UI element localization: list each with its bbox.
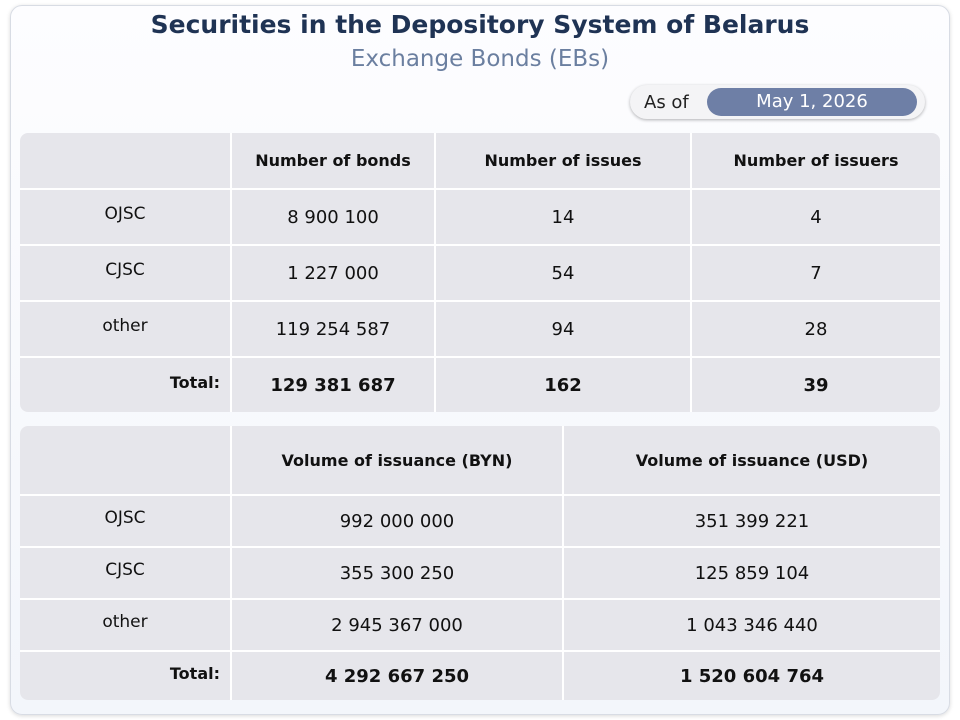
data-cell: 125 859 104 bbox=[564, 548, 940, 598]
corner-cell bbox=[20, 133, 230, 188]
row-label: CJSC bbox=[20, 246, 230, 300]
row-label: OJSC bbox=[20, 496, 230, 546]
data-cell: 355 300 250 bbox=[232, 548, 562, 598]
total-cell: 39 bbox=[692, 358, 940, 412]
total-cell: 4 292 667 250 bbox=[232, 652, 562, 700]
title: Securities in the Depository System of B… bbox=[150, 10, 810, 39]
data-cell: 351 399 221 bbox=[564, 496, 940, 546]
data-cell: 7 bbox=[692, 246, 940, 300]
data-cell: 1 227 000 bbox=[232, 246, 434, 300]
total-cell: 162 bbox=[436, 358, 690, 412]
data-cell: 8 900 100 bbox=[232, 190, 434, 244]
row-label: other bbox=[20, 600, 230, 650]
row-label: other bbox=[20, 302, 230, 356]
data-cell: 28 bbox=[692, 302, 940, 356]
data-cell: 94 bbox=[436, 302, 690, 356]
total-label: Total: bbox=[20, 652, 230, 700]
total-label: Total: bbox=[20, 358, 230, 412]
table: Number of bonds Number of issues Number of… bbox=[20, 133, 940, 412]
data-cell: 119 254 587 bbox=[232, 302, 434, 356]
data-cell: 2 945 367 000 bbox=[232, 600, 562, 650]
as-of-date[interactable]: May 1, 2026 bbox=[707, 88, 917, 116]
as-of-label: As of bbox=[644, 92, 689, 113]
subtitle: Exchange Bonds (EBs) bbox=[350, 46, 610, 72]
data-cell: 54 bbox=[436, 246, 690, 300]
column-header: Number of issuers bbox=[692, 133, 940, 188]
as-of-pill: As of May 1, 2026 bbox=[630, 85, 925, 119]
data-cell: 4 bbox=[692, 190, 940, 244]
total-cell: 129 381 687 bbox=[232, 358, 434, 412]
row-label: CJSC bbox=[20, 548, 230, 598]
column-header: Number of issues bbox=[436, 133, 690, 188]
data-cell: 14 bbox=[436, 190, 690, 244]
table: Volume of issuance (BYN) Volume of issuan… bbox=[20, 426, 940, 700]
row-label: OJSC bbox=[20, 190, 230, 244]
column-header: Volume of issuance (BYN) bbox=[232, 426, 562, 494]
column-header: Volume of issuance (USD) bbox=[564, 426, 940, 494]
column-header: Number of bonds bbox=[232, 133, 434, 188]
total-cell: 1 520 604 764 bbox=[564, 652, 940, 700]
data-cell: 1 043 346 440 bbox=[564, 600, 940, 650]
corner-cell bbox=[20, 426, 230, 494]
data-cell: 992 000 000 bbox=[232, 496, 562, 546]
